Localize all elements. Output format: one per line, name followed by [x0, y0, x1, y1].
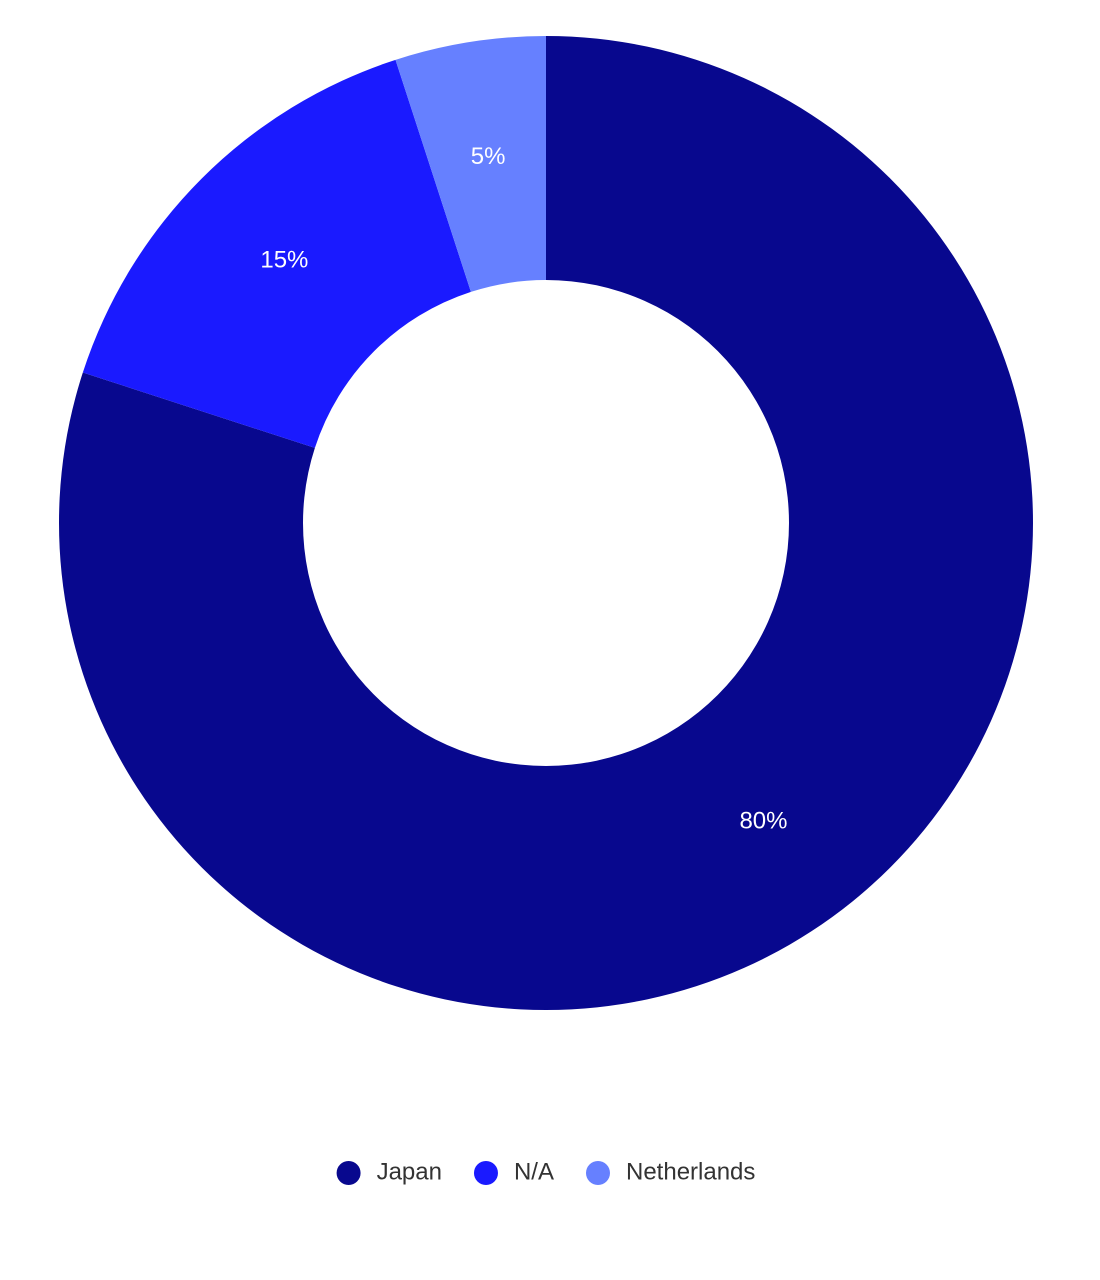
slice — [82, 59, 471, 448]
legend-marker — [473, 1161, 498, 1185]
slice — [58, 36, 1033, 1010]
legend-label: Netherlands — [626, 1158, 755, 1185]
legend-marker — [585, 1161, 610, 1185]
slice-label: 5% — [471, 143, 506, 170]
legend-marker — [336, 1161, 361, 1185]
legend-label: N/A — [514, 1158, 554, 1185]
slice-label: 80% — [739, 808, 787, 835]
legend-label: Japan — [377, 1158, 442, 1185]
slice — [395, 36, 546, 292]
slice-label: 15% — [260, 247, 308, 274]
legend: Japan N/A Netherlands — [336, 1158, 755, 1185]
